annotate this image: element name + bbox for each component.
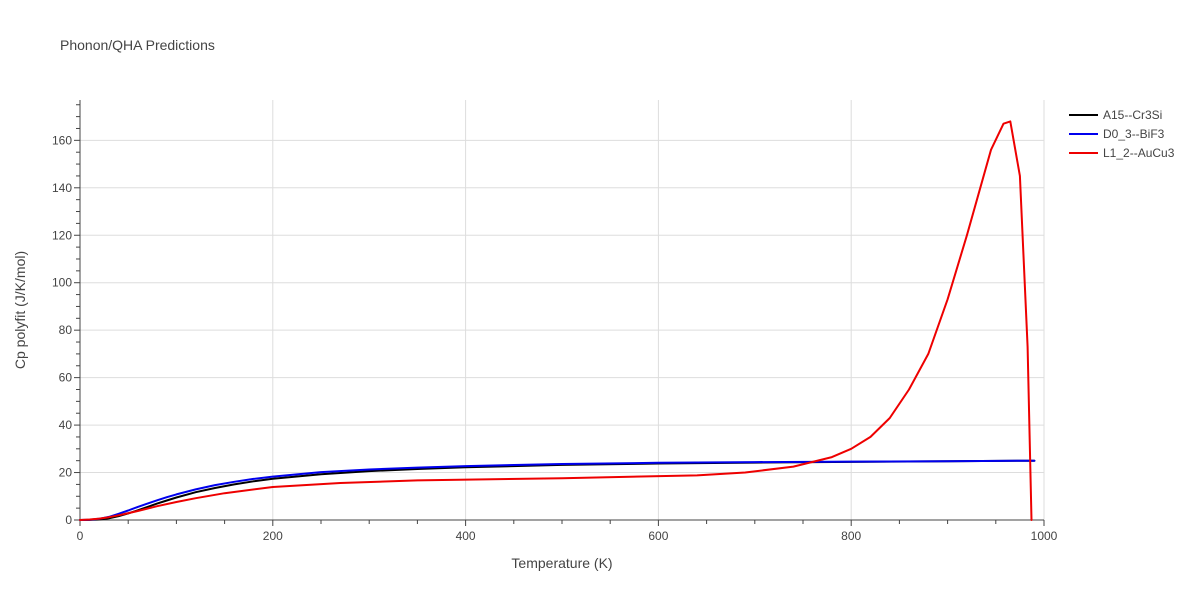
legend-label: D0_3--BiF3 (1103, 127, 1165, 141)
x-axis-title: Temperature (K) (511, 555, 612, 571)
y-axis-title: Cp polyfit (J/K/mol) (12, 251, 28, 369)
legend: A15--Cr3Si D0_3--BiF3 L1_2--AuCu3 (1069, 108, 1175, 160)
x-tick-label: 200 (263, 529, 283, 543)
y-tick-label: 140 (52, 181, 72, 195)
x-tick-label: 0 (77, 529, 84, 543)
y-tick-label: 80 (59, 323, 73, 337)
y-ticks: 0 20 40 60 80 100 120 140 160 (52, 104, 80, 527)
y-tick-label: 20 (59, 466, 73, 480)
y-tick-label: 0 (65, 513, 72, 527)
x-tick-label: 400 (456, 529, 476, 543)
series-line-3 (79, 120, 1033, 521)
y-tick-label: 100 (52, 276, 72, 290)
x-tick-label: 800 (841, 529, 861, 543)
y-tick-label: 40 (59, 418, 73, 432)
y-tick-label: 160 (52, 133, 72, 147)
x-tick-label: 600 (648, 529, 668, 543)
y-tick-label: 60 (59, 371, 73, 385)
series-line-2 (79, 459, 1036, 521)
grid (80, 100, 1045, 520)
series-group (79, 120, 1036, 521)
chart-title: Phonon/QHA Predictions (60, 37, 215, 53)
legend-label: L1_2--AuCu3 (1103, 146, 1175, 160)
legend-label: A15--Cr3Si (1103, 108, 1162, 122)
x-ticks: 0 200 400 600 800 1000 (77, 520, 1058, 543)
x-tick-label: 1000 (1031, 529, 1058, 543)
y-tick-label: 120 (52, 228, 72, 242)
